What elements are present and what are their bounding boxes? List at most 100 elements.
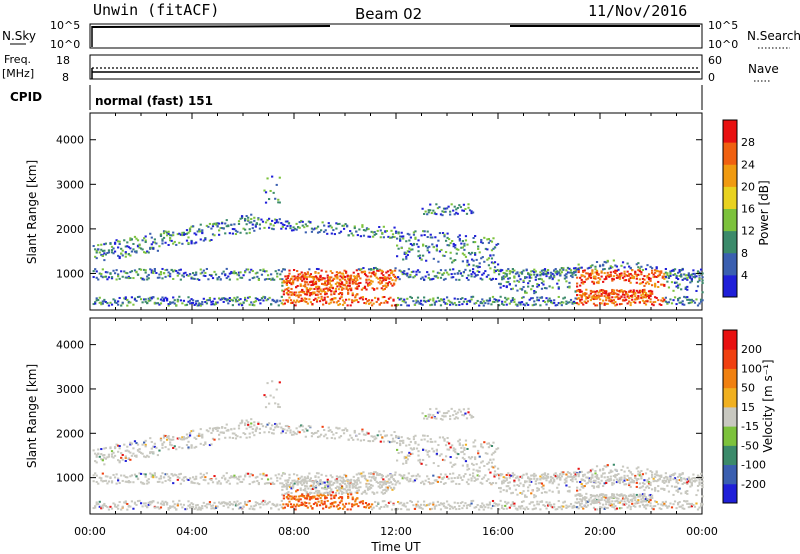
echo-cell	[334, 287, 337, 290]
echo-cell	[670, 506, 674, 509]
echo-cell	[400, 235, 403, 238]
echo-cell	[190, 446, 193, 449]
echo-cell	[632, 289, 635, 292]
echo-cell	[236, 500, 239, 503]
echo-cell	[623, 290, 626, 293]
echo-cell	[313, 431, 317, 434]
echo-cell	[323, 224, 326, 227]
echo-cell	[516, 303, 519, 306]
echo-cell	[245, 419, 248, 422]
echo-cell	[501, 300, 504, 303]
echo-cell	[175, 474, 178, 477]
echo-cell	[254, 476, 257, 479]
echo-cell	[385, 282, 388, 285]
echo-cell	[266, 478, 270, 481]
echo-cell	[661, 283, 664, 286]
echo-cell	[359, 281, 362, 284]
echo-cell	[285, 484, 289, 487]
echo-cell	[550, 275, 553, 278]
echo-cell	[98, 301, 101, 304]
echo-cell	[251, 304, 254, 307]
echo-cell	[557, 506, 560, 509]
echo-cell	[442, 301, 446, 304]
station-title: Unwin (fitACF)	[93, 1, 219, 19]
echo-cell	[441, 503, 444, 506]
echo-cell	[231, 228, 234, 231]
echo-cell	[293, 497, 296, 500]
echo-cell	[444, 455, 448, 458]
echo-cell	[95, 461, 98, 464]
echo-cell	[380, 505, 383, 508]
echo-cell	[487, 442, 490, 445]
echo-cell	[433, 275, 436, 278]
echo-cell	[100, 458, 103, 461]
echo-cell	[218, 438, 221, 441]
echo-cell	[403, 457, 406, 460]
echo-cell	[331, 272, 334, 275]
echo-cell	[386, 270, 390, 273]
echo-cell	[592, 282, 596, 285]
echo-cell	[205, 503, 208, 506]
echo-cell	[683, 507, 686, 510]
echo-cell	[313, 281, 316, 284]
echo-cell	[664, 296, 667, 299]
echo-cell	[678, 301, 681, 304]
echo-cell	[415, 477, 418, 480]
echo-cell	[309, 273, 313, 276]
echo-cell	[370, 230, 373, 233]
echo-cell	[582, 486, 585, 489]
echo-cell	[359, 277, 362, 280]
echo-cell	[543, 269, 547, 272]
echo-cell	[221, 272, 224, 275]
echo-cell	[450, 505, 453, 508]
echo-cell	[477, 470, 480, 473]
echo-cell	[429, 502, 432, 505]
echo-cell	[546, 503, 550, 506]
echo-cell	[666, 272, 669, 275]
echo-cell	[393, 304, 397, 307]
freq-tick-top: 18	[56, 54, 70, 67]
echo-cell	[460, 446, 463, 449]
echo-cell	[380, 272, 383, 275]
echo-cell	[545, 501, 548, 504]
echo-cell	[530, 477, 533, 480]
echo-cell	[389, 269, 392, 272]
echo-cell	[326, 274, 329, 277]
echo-cell	[192, 481, 195, 484]
echo-cell	[129, 451, 132, 454]
echo-cell	[225, 503, 228, 506]
echo-cell	[609, 292, 612, 295]
echo-cell	[611, 299, 614, 302]
echo-cell	[508, 302, 511, 305]
echo-cell	[530, 501, 533, 504]
echo-cell	[107, 480, 111, 483]
echo-cell	[317, 280, 321, 283]
echo-cell	[173, 503, 176, 506]
echo-cell	[557, 490, 560, 493]
echo-cell	[259, 299, 262, 302]
echo-cell	[204, 271, 207, 274]
echo-cell	[346, 225, 349, 228]
echo-cell	[193, 478, 196, 481]
echo-cell	[377, 269, 380, 272]
echo-cell	[595, 261, 599, 264]
echo-cell	[319, 288, 322, 291]
echo-cell	[629, 281, 632, 284]
echo-cell	[133, 235, 137, 238]
echo-cell	[231, 508, 234, 511]
echo-cell	[95, 474, 98, 477]
echo-cell	[678, 500, 681, 503]
echo-cell	[143, 278, 146, 281]
echo-cell	[146, 301, 149, 304]
echo-cell	[290, 287, 293, 290]
echo-cell	[378, 430, 381, 433]
echo-cell	[629, 272, 632, 275]
echo-cell	[594, 472, 597, 475]
echo-cell	[224, 477, 227, 480]
echo-cell	[290, 433, 294, 436]
echo-cell	[305, 287, 308, 290]
echo-cell	[185, 274, 189, 277]
echo-cell	[511, 503, 514, 506]
echo-cell	[314, 271, 317, 274]
echo-cell	[199, 304, 202, 307]
